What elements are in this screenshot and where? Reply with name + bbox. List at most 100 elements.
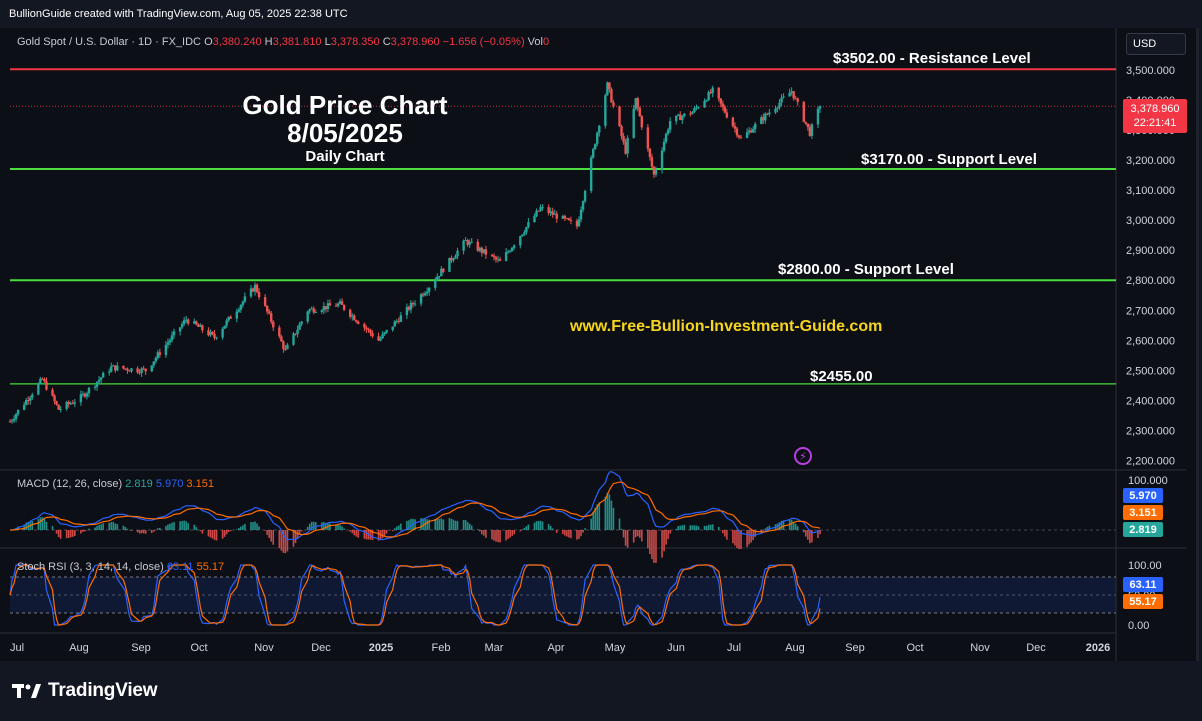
currency-button[interactable]: USD: [1126, 33, 1186, 55]
candle-body: [213, 333, 216, 338]
candle-body: [677, 114, 680, 116]
candle-body: [768, 112, 771, 115]
macd-hist-bar: [470, 525, 473, 530]
candle: [166, 338, 170, 349]
candle-body: [511, 247, 514, 251]
candle-body: [97, 379, 101, 382]
candle: [294, 333, 297, 336]
macd-hist-value: 2.819: [125, 478, 153, 490]
candle: [29, 395, 32, 405]
candle: [762, 113, 765, 125]
candle-body: [156, 352, 160, 358]
candle-body: [563, 215, 567, 219]
candle: [527, 218, 530, 229]
candle: [705, 99, 708, 103]
candle-body: [620, 126, 623, 137]
candle-body: [782, 96, 785, 98]
candle-body: [525, 226, 528, 233]
candle: [229, 315, 232, 319]
candle: [464, 237, 467, 242]
macd-hist-bar: [284, 530, 287, 554]
candle-body: [626, 137, 629, 154]
macd-hist-bar: [51, 525, 54, 530]
candle: [211, 331, 214, 336]
candle: [575, 218, 579, 230]
candle-body: [764, 113, 767, 121]
candle: [476, 238, 479, 252]
high-label: H: [264, 36, 273, 48]
candle-body: [711, 87, 714, 94]
candle-body: [521, 234, 524, 237]
macd-hist-bar: [438, 518, 441, 530]
macd-hist-bar: [428, 519, 430, 530]
candle: [263, 294, 267, 307]
candle: [662, 138, 666, 153]
macd-hist-bar: [221, 530, 224, 539]
macd-line: [9, 471, 821, 541]
candle: [93, 385, 97, 391]
candle-body: [257, 291, 261, 298]
candle-body: [357, 321, 360, 324]
candle-body: [320, 310, 324, 313]
candle: [182, 316, 186, 327]
candle: [697, 106, 700, 109]
candle: [142, 365, 145, 370]
candle: [618, 105, 621, 127]
candle: [802, 100, 805, 123]
candle: [324, 306, 328, 313]
candle: [695, 104, 698, 111]
candle-body: [490, 254, 494, 256]
candle-body: [466, 240, 469, 245]
macd-hist-bar: [325, 522, 327, 530]
candle-body: [654, 169, 658, 175]
candle: [652, 165, 656, 179]
candle-body: [239, 305, 243, 310]
candle-body: [263, 297, 267, 306]
macd-hist-bar: [681, 525, 684, 530]
candle-body: [498, 259, 502, 261]
flash-icon[interactable]: ⚡: [794, 447, 812, 465]
candle: [126, 367, 129, 374]
volume-value: 0: [542, 36, 550, 48]
candle-body: [193, 321, 196, 324]
macd-hist-bar: [766, 526, 769, 530]
time-tick-label: Jul: [727, 642, 741, 654]
candle-body: [140, 368, 143, 374]
candle-body: [780, 97, 783, 103]
macd-hist-bar: [114, 523, 117, 530]
time-tick-label: Aug: [69, 642, 89, 654]
candle-body: [407, 306, 411, 310]
macd-hist-bar: [819, 530, 821, 535]
tradingview-logo[interactable]: TradingView: [12, 680, 158, 702]
candle: [116, 362, 119, 372]
candle: [646, 124, 650, 152]
candle-body: [751, 129, 755, 133]
price-tick-label: 2,500.000: [1126, 365, 1175, 377]
candle: [731, 116, 735, 128]
candle: [717, 87, 720, 102]
candle: [150, 365, 153, 373]
candle-body: [128, 370, 131, 372]
candle: [411, 301, 415, 308]
time-tick-label: 2026: [1086, 642, 1110, 654]
candle: [136, 366, 139, 374]
macd-hist-bar: [703, 525, 706, 530]
candle: [178, 327, 182, 336]
price-tick-label: 2,200.000: [1126, 456, 1175, 468]
candle-body: [168, 340, 172, 343]
macd-hist-bar: [193, 524, 196, 530]
macd-hist-bar: [764, 528, 767, 530]
candle: [782, 93, 785, 99]
candle-body: [513, 245, 516, 248]
candle: [478, 246, 481, 253]
candle-body: [596, 132, 599, 144]
macd-hist-bar: [199, 530, 202, 532]
candle-body: [336, 303, 340, 307]
macd-hist-bar: [564, 530, 566, 536]
candle: [312, 306, 315, 315]
candle: [496, 255, 500, 263]
candle-body: [691, 112, 694, 115]
candle-body: [195, 321, 198, 325]
candle-body: [664, 133, 668, 142]
